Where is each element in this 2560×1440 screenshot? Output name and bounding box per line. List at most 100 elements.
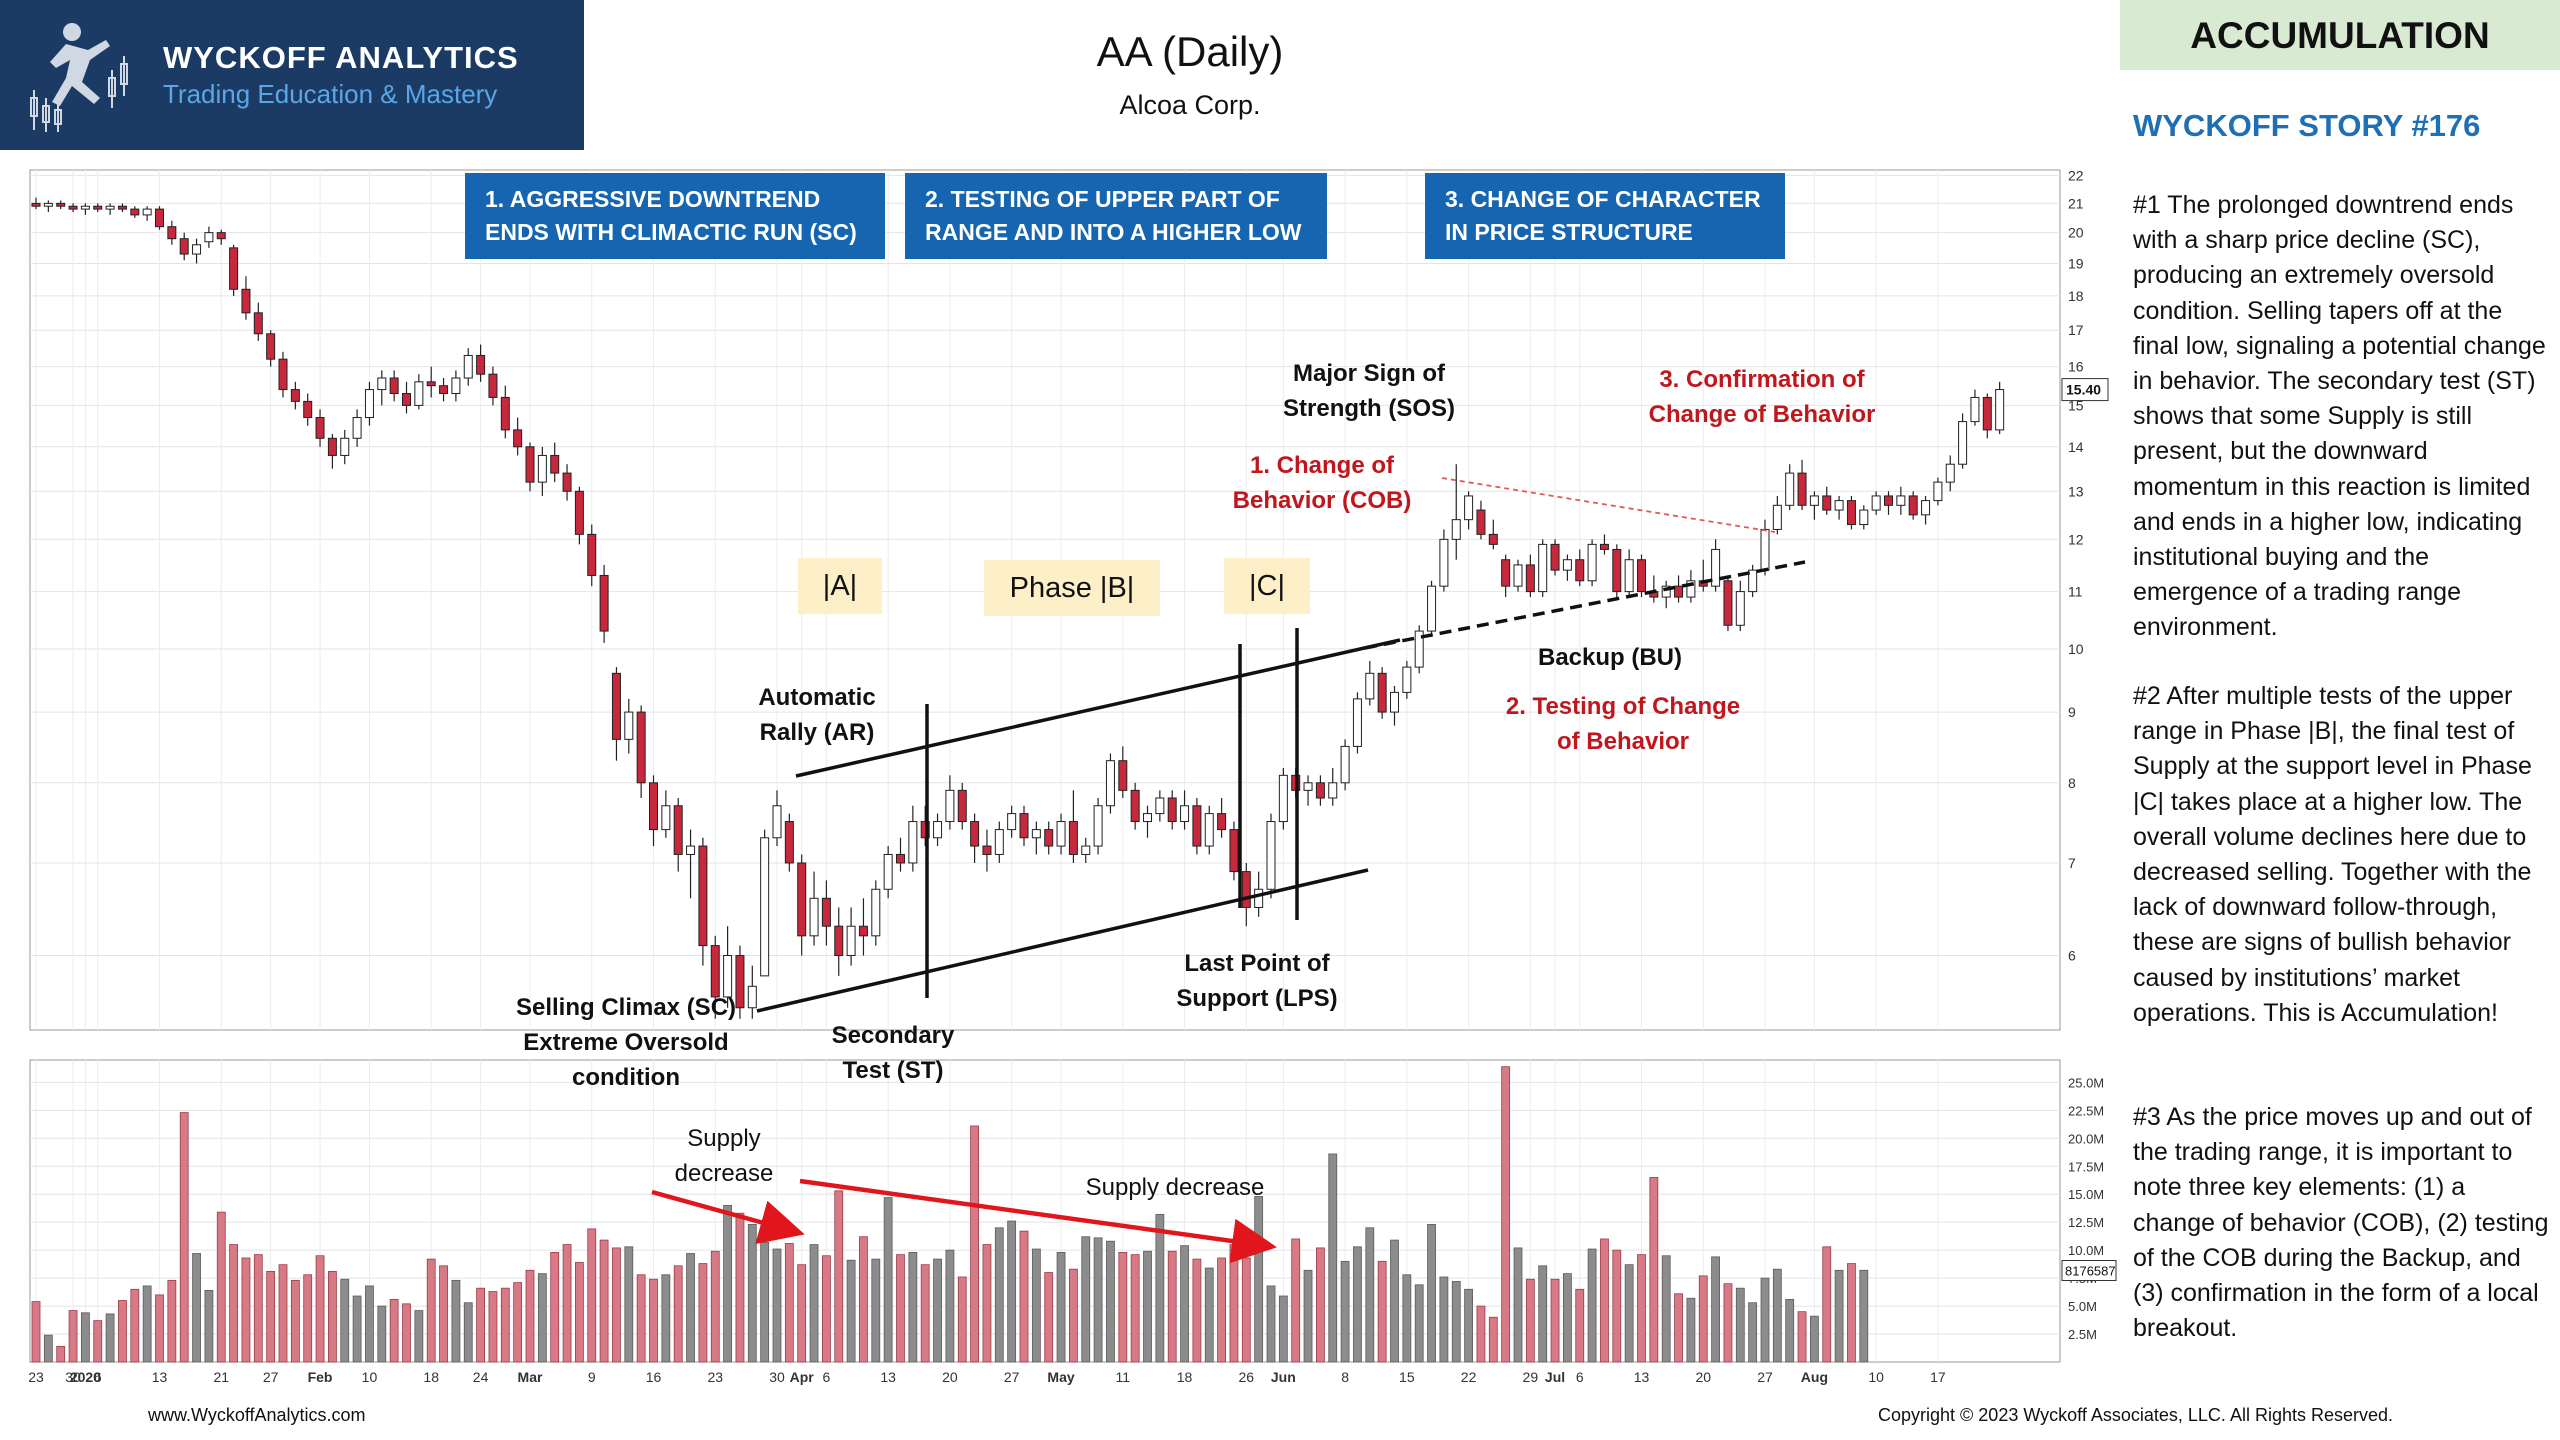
volume-bar	[846, 1259, 856, 1363]
x-tick-label: Feb	[308, 1369, 333, 1385]
volume-bar	[747, 1224, 757, 1363]
x-tick-label: Mar	[518, 1369, 543, 1385]
candle-body	[364, 389, 374, 419]
candle-body	[414, 381, 424, 406]
candle-body	[278, 358, 288, 391]
candle-body	[525, 446, 535, 483]
candle-body	[1402, 666, 1412, 693]
candle-body	[105, 205, 115, 210]
volume-bar	[1106, 1240, 1115, 1363]
x-tick-label: 23	[28, 1369, 44, 1385]
volume-bar	[463, 1302, 473, 1363]
candle-body	[760, 837, 770, 977]
phase-c-label: |C|	[1224, 558, 1310, 614]
candle-body	[216, 232, 226, 240]
candle-body	[241, 288, 251, 314]
candle-body	[80, 205, 90, 210]
candle-body	[266, 333, 276, 360]
volume-bar	[1513, 1247, 1523, 1363]
candle-body	[871, 888, 881, 937]
x-tick-label: 22	[1461, 1369, 1477, 1385]
volume-bar	[525, 1269, 535, 1363]
label-testing-change-of-behavior: 2. Testing of Change of Behavior	[1505, 693, 1741, 755]
volume-bar	[43, 1334, 53, 1363]
volume-bar	[612, 1247, 621, 1363]
last-volume-label: 8176587	[2065, 1264, 2116, 1279]
volume-bar	[1637, 1254, 1646, 1363]
volume-tick-label: 2.5M	[2068, 1327, 2097, 1342]
phase-a-label: |A|	[798, 558, 882, 614]
price-tick-label: 15	[2068, 397, 2084, 413]
x-tick-label: 10	[362, 1369, 378, 1385]
candle-body	[784, 821, 794, 864]
volume-bar	[1735, 1287, 1745, 1363]
volume-bar	[636, 1274, 646, 1363]
volume-bar	[945, 1249, 955, 1363]
volume-bar	[1563, 1273, 1572, 1363]
volume-bar	[315, 1255, 325, 1363]
volume-bar	[896, 1254, 905, 1363]
x-tick-label: 6	[94, 1369, 102, 1385]
volume-bar	[982, 1244, 992, 1363]
volume-bar	[155, 1294, 164, 1363]
candle-body	[1007, 813, 1017, 831]
volume-bar	[476, 1287, 486, 1363]
candle-body	[426, 381, 436, 387]
volume-bar	[994, 1227, 1004, 1363]
chart-title: AA (Daily)	[1096, 28, 1284, 75]
candle-body	[858, 925, 868, 937]
candle-body	[1933, 481, 1943, 502]
price-tick-label: 17	[2068, 322, 2084, 338]
candle-body	[439, 385, 449, 394]
volume-bar	[500, 1287, 510, 1363]
candle-body	[1661, 585, 1671, 598]
volume-bar	[1698, 1275, 1708, 1363]
candle-body	[377, 377, 387, 391]
candle-body	[1352, 698, 1362, 747]
brand-logo-box: WYCKOFF ANALYTICS Trading Education & Ma…	[0, 0, 584, 150]
candle-body	[908, 821, 918, 864]
candle-body	[500, 396, 510, 431]
volume-bar	[1377, 1260, 1387, 1363]
volume-bar	[278, 1264, 288, 1363]
candle-body	[1612, 548, 1622, 593]
volume-bar	[1612, 1249, 1622, 1363]
candle-body	[970, 821, 980, 847]
candle-body	[1229, 829, 1239, 873]
candle-body	[1414, 630, 1424, 668]
volume-bar	[735, 1212, 745, 1363]
candle-body	[574, 490, 584, 535]
volume-bar	[1451, 1281, 1461, 1363]
story-paragraph-1: #1 The prolonged downtrend ends with a s…	[2133, 191, 2546, 642]
volume-bar	[1748, 1302, 1758, 1363]
candle-body	[735, 955, 745, 1009]
price-tick-label: 9	[2068, 704, 2076, 720]
volume-bar	[1143, 1250, 1152, 1363]
volume-bar	[1031, 1248, 1041, 1363]
volume-bar	[698, 1263, 708, 1363]
volume-bar	[1587, 1248, 1597, 1363]
label-backup: Backup (BU)	[1537, 644, 1682, 671]
volume-bar	[1810, 1315, 1819, 1363]
volume-bar	[1686, 1297, 1696, 1363]
volume-bar	[1192, 1258, 1202, 1363]
label-supply-decrease-2: Supply decrease	[1085, 1174, 1265, 1201]
price-tick-label: 6	[2068, 948, 2076, 964]
candle-body	[1760, 528, 1770, 571]
candle-body	[673, 805, 683, 855]
channel-lower-line	[756, 868, 1369, 1013]
candle-body	[142, 208, 152, 216]
volume-bar	[1575, 1288, 1585, 1363]
x-tick-label: 13	[152, 1369, 168, 1385]
x-tick-label: 8	[1341, 1369, 1349, 1385]
candle-body	[710, 945, 720, 998]
volume-bar	[1847, 1263, 1856, 1363]
brand-subtitle: Trading Education & Mastery	[163, 79, 498, 109]
volume-bar	[303, 1274, 313, 1363]
candle-body	[1476, 509, 1486, 535]
volume-bar	[142, 1285, 152, 1363]
candle-body	[1525, 564, 1535, 593]
candle-body	[1674, 585, 1684, 598]
volume-bar	[575, 1262, 584, 1363]
candle-body	[1278, 774, 1288, 823]
